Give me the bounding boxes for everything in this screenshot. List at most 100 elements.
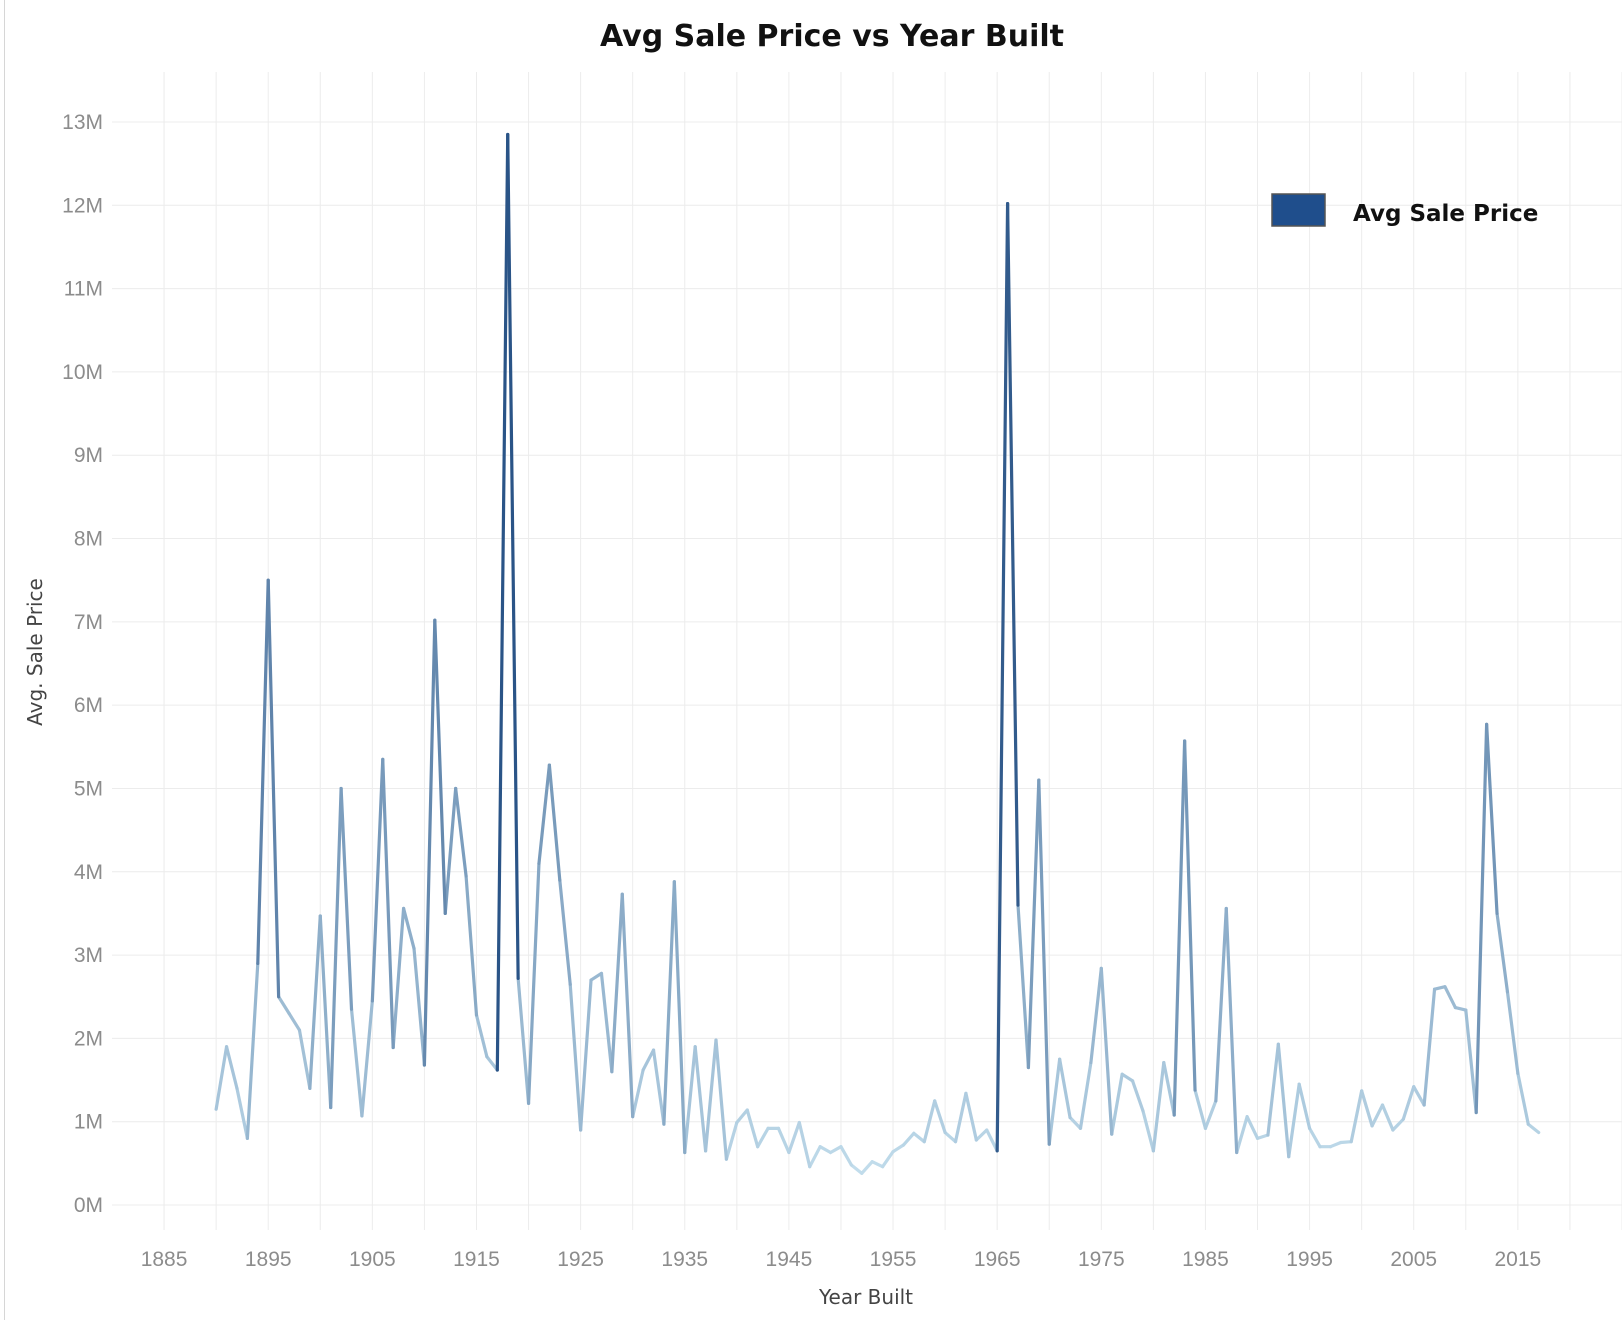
chart-title: Avg Sale Price vs Year Built [600,19,1064,54]
y-tick-label: 8M [74,528,103,551]
y-tick-label: 9M [74,444,103,467]
line-segment [224,1045,239,1090]
line-segment [1287,1082,1301,1159]
line-segment [1412,1085,1426,1107]
legend: Avg Sale Price [1271,193,1538,227]
line-segment [631,1068,645,1119]
line-segment [881,1150,895,1169]
line-segment [1099,966,1114,1136]
line-segment [464,874,479,1017]
line-segment [787,1120,801,1155]
line-segment [1120,1072,1135,1083]
line-segment [579,978,593,1132]
line-segment [1422,987,1437,1107]
line-segment [235,1086,249,1140]
x-tick-label: 1925 [557,1248,604,1271]
y-tick-label: 13M [62,111,103,134]
line-segment [1172,739,1187,1117]
line-segment [714,1038,729,1161]
line-segment [370,757,385,1003]
y-tick-label: 11M [64,278,103,301]
line-segment [266,578,281,999]
line-segment [318,914,333,1110]
line-segment [672,880,687,1155]
line-segment [974,1128,989,1142]
line-segment [1255,1133,1270,1140]
line-segment [277,995,291,1015]
line-segment [1266,1042,1280,1137]
line-segment [1183,739,1197,1092]
line-segment [1432,985,1447,991]
y-tick-label: 2M [74,1027,103,1050]
line-segment [1443,985,1457,1010]
line-segment [724,1120,739,1161]
line-segment [1110,1072,1124,1136]
line-segment [797,1120,812,1169]
line-segment [995,202,1010,1153]
line-segment [1516,1071,1530,1126]
line-segment [1339,1140,1353,1145]
line-segment [360,999,374,1118]
line-segment [526,861,541,1105]
line-segment [703,1038,718,1153]
line-segment [1058,1057,1072,1120]
line-segment [454,786,468,878]
x-tick-label: 1915 [453,1248,500,1271]
y-axis-ticks: 0M 1M 2M 3M 4M 5M 6M 7M 8M 9M 10M 11M 12M 13M [62,111,103,1217]
line-segment [745,1108,760,1149]
line-segment [808,1145,822,1169]
line-segment [891,1143,906,1154]
line-segment [1276,1042,1291,1159]
line-segment [1224,906,1239,1155]
line-segment [1162,1060,1176,1117]
line-segment [1089,966,1103,1065]
line-segment [1235,1115,1249,1155]
line-segment [589,971,604,982]
line-segment [339,786,354,1011]
gridlines [112,72,1622,1230]
line-segment [933,1099,947,1135]
line-segment [568,982,583,1132]
y-tick-label: 0M [74,1194,103,1217]
line-segment [641,1048,656,1072]
line-segment [1005,202,1020,907]
x-axis-label: Year Built [818,1285,913,1309]
line-segment [870,1160,885,1169]
line-segment [912,1131,926,1144]
line-segment [818,1145,833,1155]
x-tick-label: 1945 [766,1248,813,1271]
x-tick-label: 1985 [1182,1248,1229,1271]
line-segment [943,1130,958,1144]
line-segment [1016,903,1031,1070]
line-segment [547,763,562,882]
line-segment [1037,778,1051,1146]
line-segment [1047,1057,1062,1146]
line-segment [391,906,406,1050]
line-segment [256,578,270,966]
line-segment [558,878,572,986]
line-segment [1245,1115,1260,1140]
line-segment [495,132,510,1072]
y-tick-label: 4M [74,861,103,884]
line-segment [1130,1079,1145,1113]
line-segment [901,1131,916,1147]
line-segment [485,1055,499,1072]
line-segment [1505,990,1520,1075]
line-segment [1328,1140,1343,1149]
line-segment [1453,1005,1468,1012]
x-tick-label: 1905 [349,1248,396,1271]
line-segment [1026,778,1041,1070]
line-segment [1068,1115,1083,1130]
line-segment [828,1145,843,1155]
legend-label: Avg Sale Price [1353,201,1538,227]
y-tick-label: 7M [74,611,103,634]
line-segment [412,946,427,1067]
line-segment [474,1013,489,1059]
line-segment [964,1091,978,1142]
y-axis-label: Avg. Sale Price [23,578,47,726]
line-segment [329,786,343,1110]
x-tick-label: 1965 [974,1248,1021,1271]
x-axis-ticks: 1885 1895 1905 1915 1925 1935 1945 1955 1965 1975… [141,1248,1542,1271]
line-segment [1464,1008,1478,1115]
